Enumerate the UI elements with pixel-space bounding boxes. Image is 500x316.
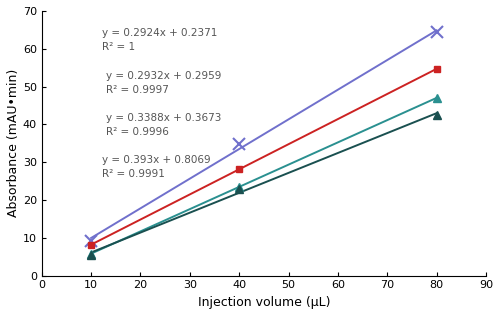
Text: y = 0.3388x + 0.3673
R² = 0.9996: y = 0.3388x + 0.3673 R² = 0.9996 <box>106 113 222 137</box>
Y-axis label: Absorbance (mAU•min): Absorbance (mAU•min) <box>7 69 20 217</box>
Text: y = 0.393x + 0.8069
R² = 0.9991: y = 0.393x + 0.8069 R² = 0.9991 <box>102 155 210 179</box>
Text: y = 0.2932x + 0.2959
R² = 0.9997: y = 0.2932x + 0.2959 R² = 0.9997 <box>106 70 222 94</box>
Text: y = 0.2924x + 0.2371
R² = 1: y = 0.2924x + 0.2371 R² = 1 <box>102 28 217 52</box>
X-axis label: Injection volume (μL): Injection volume (μL) <box>198 296 330 309</box>
